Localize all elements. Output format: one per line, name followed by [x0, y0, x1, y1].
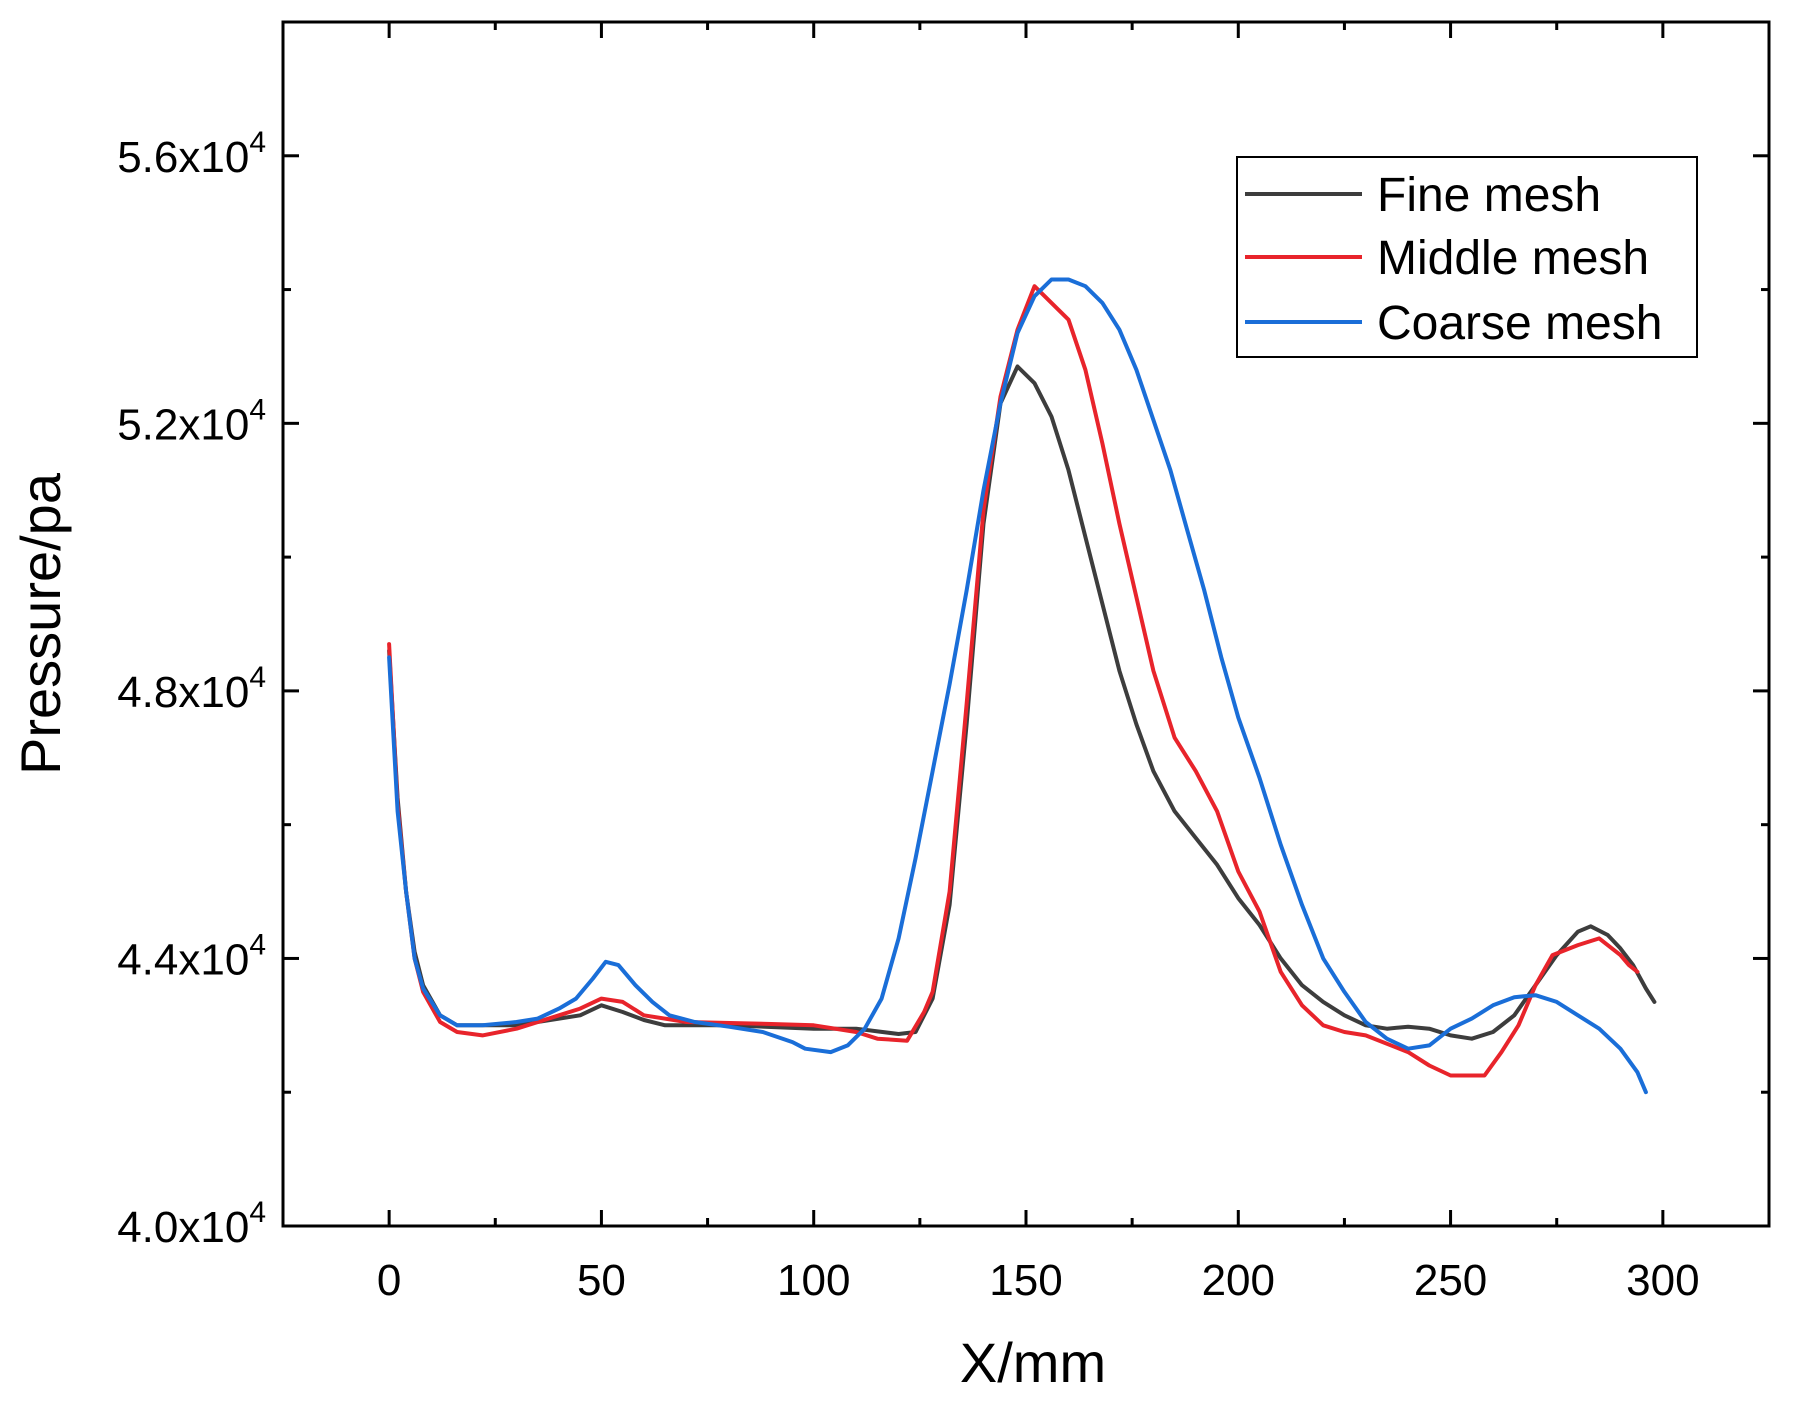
- x-tick-label-150: 150: [989, 1256, 1062, 1305]
- y-tick-label-48000: 4.8x104: [117, 661, 266, 717]
- y-tick-labels: 4.0x104 4.4x104 4.8x104 5.2x104 5.6x104: [117, 126, 266, 1252]
- x-tick-label-300: 300: [1626, 1256, 1699, 1305]
- legend-label-middle-mesh: Middle mesh: [1377, 232, 1649, 285]
- x-tick-label-200: 200: [1202, 1256, 1275, 1305]
- axis-ticks: [283, 22, 1769, 1228]
- series-line-coarse-mesh: [387, 277, 1648, 1095]
- y-tick-label-40000: 4.0x104: [117, 1196, 266, 1252]
- y-tick-label-56000: 5.6x104: [117, 126, 266, 182]
- x-tick-label-100: 100: [777, 1256, 850, 1305]
- x-tick-labels: 0 50 100 150 200 250 300: [377, 1256, 1700, 1305]
- x-tick-label-50: 50: [577, 1256, 626, 1305]
- legend: Fine mesh Middle mesh Coarse mesh: [1236, 156, 1698, 358]
- legend-label-coarse-mesh: Coarse mesh: [1377, 297, 1662, 350]
- y-tick-label-52000: 5.2x104: [117, 393, 266, 449]
- y-axis-title: Pressure/pa: [9, 472, 72, 775]
- y-tick-label-44000: 4.4x104: [117, 928, 266, 984]
- legend-label-fine-mesh: Fine mesh: [1377, 169, 1601, 222]
- series-line-fine-mesh: [387, 364, 1657, 1041]
- series-line-middle-mesh: [387, 284, 1640, 1078]
- x-tick-label-0: 0: [377, 1256, 401, 1305]
- x-tick-label-250: 250: [1414, 1256, 1487, 1305]
- x-axis-title: X/mm: [960, 1331, 1106, 1394]
- series-group: [387, 277, 1657, 1095]
